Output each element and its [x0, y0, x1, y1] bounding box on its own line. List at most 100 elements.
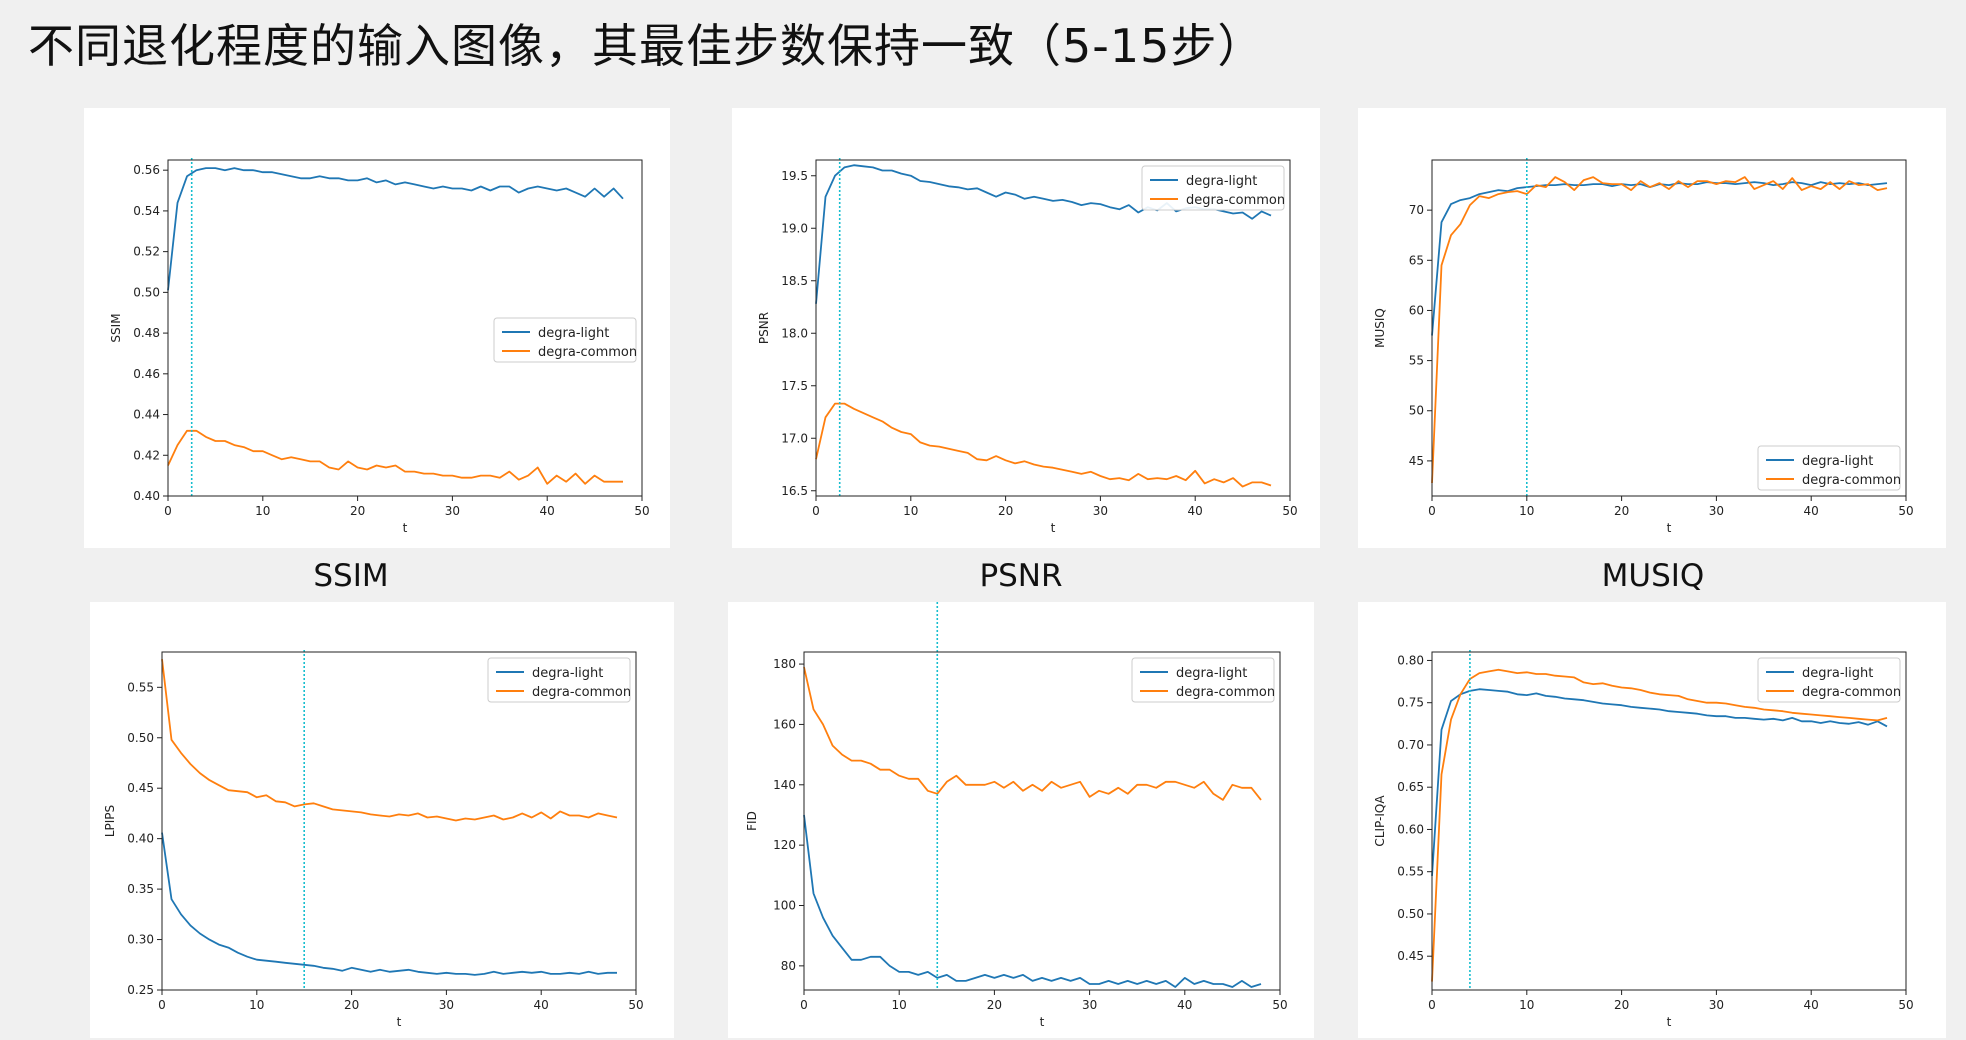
y-tick-label: 0.70 — [1397, 738, 1424, 752]
x-tick-label: 20 — [987, 998, 1002, 1012]
x-tick-label: 20 — [1614, 998, 1629, 1012]
chart-panel-musiq: 0 10 20 30 40 50 45 50 55 60 65 70 t MUSIQ degra-light… — [1358, 108, 1946, 548]
y-tick-label: 18.0 — [781, 326, 808, 340]
legend-label-degra-light: degra-light — [1802, 666, 1873, 681]
x-tick-label: 40 — [1804, 504, 1819, 518]
x-tick-label: 50 — [628, 998, 643, 1012]
y-tick-label: 0.60 — [1397, 822, 1424, 836]
y-tick-label: 0.50 — [133, 285, 160, 299]
legend-label-degra-light: degra-light — [1802, 454, 1873, 469]
x-tick-label: 10 — [1519, 504, 1534, 518]
series-line-degra-light — [161, 832, 617, 976]
x-tick-label: 30 — [1709, 504, 1724, 518]
series-line-degra-light — [803, 814, 1262, 988]
x-tick-label: 30 — [445, 504, 460, 518]
x-tick-label: 30 — [1082, 998, 1097, 1012]
x-tick-label: 50 — [1282, 504, 1297, 518]
plot-frame — [1431, 651, 1907, 991]
y-tick-label: 0.50 — [1397, 907, 1424, 921]
lpips-chart: 0 10 20 30 40 50 0.25 0.30 0.35 0.40 0.45 0.50 0.55 t… — [103, 650, 644, 1029]
x-tick-label: 20 — [1614, 504, 1629, 518]
ssim-chart: 0 10 20 30 40 50 0.40 0.42 0.44 0.46 0.48 0.50 0.52 0… — [109, 158, 650, 535]
x-tick-label: 20 — [344, 998, 359, 1012]
fid-chart: 0 10 20 30 40 50 80 100 120 140 160 180 t FID degra-li… — [745, 602, 1288, 1029]
y-tick-label: 180 — [773, 657, 796, 671]
chart-panel-clip-iqa: 0 10 20 30 40 50 0.45 0.50 0.55 0.60 0.65 0.70 0.75 0… — [1358, 602, 1946, 1038]
y-tick-label: 18.5 — [781, 274, 808, 288]
x-tick-label: 40 — [1804, 998, 1819, 1012]
x-tick-label: 0 — [812, 504, 820, 518]
series-line-degra-common — [803, 666, 1262, 801]
y-tick-label: 0.48 — [133, 326, 160, 340]
x-tick-label: 0 — [158, 998, 166, 1012]
y-tick-label: 0.35 — [127, 882, 154, 896]
x-tick-label: 30 — [1093, 504, 1108, 518]
caption-musiq: MUSIQ — [1601, 558, 1705, 594]
y-axis-label: SSIM — [109, 313, 123, 342]
y-tick-label: 60 — [1409, 303, 1424, 317]
x-tick-label: 0 — [800, 998, 808, 1012]
y-tick-label: 0.50 — [127, 731, 154, 745]
chart-panel-ssim: 0 10 20 30 40 50 0.40 0.42 0.44 0.46 0.48 0.50 0.52 0… — [84, 108, 670, 548]
legend-label-degra-common: degra-common — [538, 345, 637, 360]
legend-label-degra-light: degra-light — [1176, 666, 1247, 681]
psnr-chart: 0 10 20 30 40 50 16.5 17.0 17.5 18.0 18.5 19.0 19.5 t… — [757, 158, 1298, 535]
x-tick-label: 20 — [350, 504, 365, 518]
plot-frame — [815, 159, 1291, 497]
plot-frame — [161, 651, 637, 991]
legend-label-degra-light: degra-light — [532, 666, 603, 681]
y-tick-label: 0.54 — [133, 204, 160, 218]
x-tick-label: 40 — [534, 998, 549, 1012]
slide-title: 不同退化程度的输入图像，其最佳步数保持一致（5-15步） — [28, 19, 1265, 73]
series-line-degra-common — [1431, 668, 1888, 982]
y-tick-label: 0.75 — [1397, 696, 1424, 710]
y-tick-label: 0.55 — [1397, 865, 1424, 879]
x-tick-label: 10 — [1519, 998, 1534, 1012]
y-tick-label: 100 — [773, 899, 796, 913]
x-tick-label: 40 — [540, 504, 555, 518]
y-tick-label: 80 — [781, 959, 796, 973]
clip-iqa-chart: 0 10 20 30 40 50 0.45 0.50 0.55 0.60 0.65 0.70 0.75 0… — [1373, 650, 1914, 1029]
y-axis-label: PSNR — [757, 312, 771, 344]
x-tick-label: 10 — [903, 504, 918, 518]
chart-panel-psnr: 0 10 20 30 40 50 16.5 17.0 17.5 18.0 18.5 19.0 19.5 t… — [732, 108, 1320, 548]
y-tick-label: 0.52 — [133, 245, 160, 259]
legend-label-degra-common: degra-common — [1802, 473, 1901, 488]
x-axis-label: t — [1667, 1015, 1672, 1029]
y-tick-label: 19.5 — [781, 169, 808, 183]
x-tick-label: 40 — [1188, 504, 1203, 518]
series-line-degra-common — [1431, 176, 1888, 484]
y-tick-label: 0.80 — [1397, 653, 1424, 667]
series-line-degra-common — [161, 658, 618, 822]
x-tick-label: 10 — [255, 504, 270, 518]
caption-psnr: PSNR — [979, 558, 1063, 594]
x-tick-label: 10 — [249, 998, 264, 1012]
x-tick-label: 0 — [164, 504, 172, 518]
y-tick-label: 0.45 — [127, 781, 154, 795]
x-tick-label: 40 — [1177, 998, 1192, 1012]
legend-label-degra-common: degra-common — [1802, 685, 1901, 700]
x-tick-label: 10 — [892, 998, 907, 1012]
chart-panel-lpips: 0 10 20 30 40 50 0.25 0.30 0.35 0.40 0.45 0.50 0.55 t… — [90, 602, 674, 1038]
x-tick-label: 0 — [1428, 504, 1436, 518]
x-tick-label: 50 — [1272, 998, 1287, 1012]
x-tick-label: 30 — [439, 998, 454, 1012]
y-tick-label: 17.5 — [781, 379, 808, 393]
x-axis-label: t — [1040, 1015, 1045, 1029]
y-tick-label: 65 — [1409, 253, 1424, 267]
plot-frame — [803, 651, 1281, 991]
plot-frame — [1431, 159, 1907, 497]
x-tick-label: 20 — [998, 504, 1013, 518]
y-tick-label: 0.65 — [1397, 780, 1424, 794]
y-tick-label: 17.0 — [781, 431, 808, 445]
y-tick-label: 0.30 — [127, 933, 154, 947]
y-tick-label: 0.56 — [133, 163, 160, 177]
y-tick-label: 0.42 — [133, 448, 160, 462]
y-tick-label: 160 — [773, 717, 796, 731]
y-tick-label: 140 — [773, 778, 796, 792]
y-tick-label: 0.45 — [1397, 949, 1424, 963]
x-axis-label: t — [1667, 521, 1672, 535]
y-tick-label: 0.40 — [127, 832, 154, 846]
x-tick-label: 50 — [1898, 504, 1913, 518]
legend-label-degra-light: degra-light — [1186, 174, 1257, 189]
